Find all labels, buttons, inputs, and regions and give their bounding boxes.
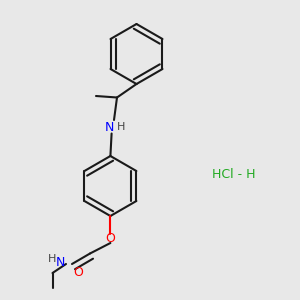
Text: N: N [55, 256, 65, 269]
Text: H: H [48, 254, 57, 265]
Text: HCl - H: HCl - H [212, 167, 256, 181]
Text: N: N [105, 121, 114, 134]
Text: O: O [106, 232, 115, 245]
Text: O: O [73, 266, 83, 280]
Text: H: H [117, 122, 126, 133]
